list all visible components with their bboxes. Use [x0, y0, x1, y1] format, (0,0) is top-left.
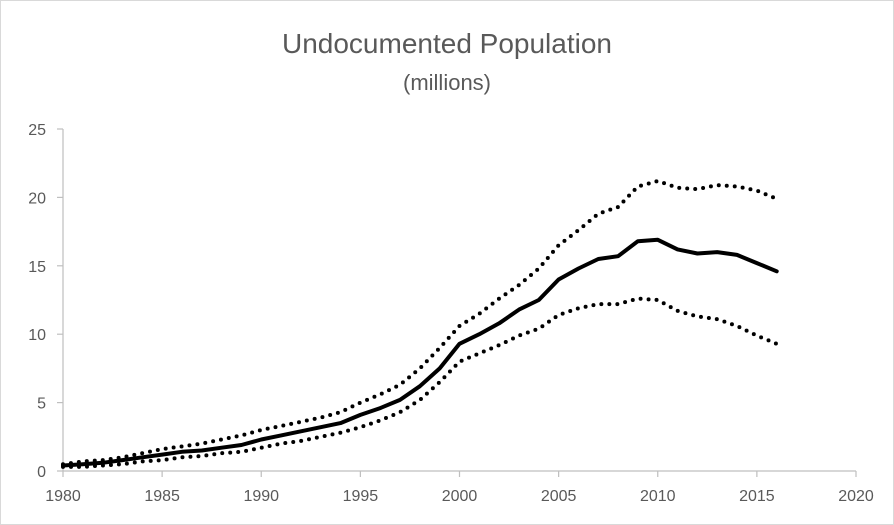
x-tick-label: 2010: [640, 488, 676, 505]
x-tick-label: 1995: [343, 488, 379, 505]
x-tick-label: 2020: [838, 488, 874, 505]
series-line-upper-bound: [61, 179, 779, 467]
y-tick-label: 0: [37, 464, 46, 481]
x-tick-label: 2005: [541, 488, 577, 505]
series-line-estimate: [61, 237, 779, 468]
y-tick-label: 10: [28, 327, 46, 344]
x-tick-label: 2015: [739, 488, 775, 505]
x-tick-label: 1990: [243, 488, 279, 505]
chart-subtitle: (millions): [403, 70, 491, 95]
x-tick-label: 1980: [45, 488, 81, 505]
y-tick-label: 20: [28, 190, 46, 207]
y-tick-label: 5: [37, 396, 46, 413]
x-tick-label: 2000: [442, 488, 478, 505]
y-tick-label: 15: [28, 259, 46, 276]
chart-title: Undocumented Population: [281, 28, 612, 59]
x-tick-label: 1985: [144, 488, 180, 505]
series-line-lower-bound: [61, 296, 779, 469]
y-tick-label: 25: [28, 122, 46, 139]
